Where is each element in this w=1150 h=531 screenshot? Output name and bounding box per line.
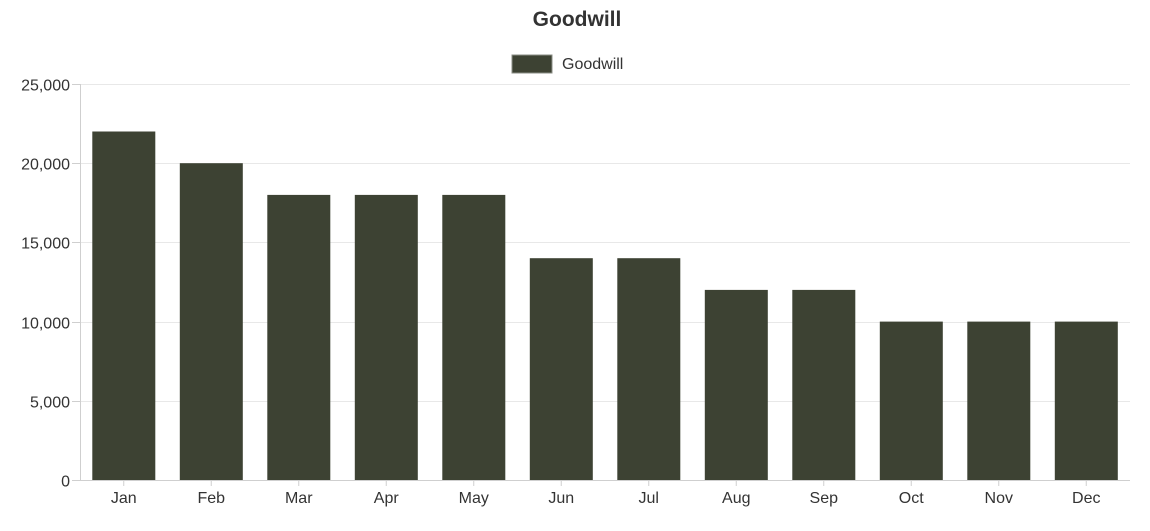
x-tick-label: Oct (899, 490, 924, 507)
y-tick-label: 20,000 (21, 157, 70, 174)
y-tick-label: 5,000 (30, 395, 70, 412)
y-tick-label: 10,000 (21, 316, 70, 333)
bar-sep[interactable] (792, 289, 856, 480)
y-tick-label: 15,000 (21, 236, 70, 253)
bars (92, 131, 1118, 481)
bar-jan[interactable] (92, 131, 156, 481)
chart-title: Goodwill (533, 8, 622, 31)
legend-label: Goodwill (562, 56, 623, 73)
x-tick-label: Aug (722, 490, 750, 507)
x-tick-label: Nov (985, 490, 1013, 507)
x-tick-label: Jul (639, 490, 659, 507)
bar-apr[interactable] (354, 194, 418, 480)
x-tick-label: Jun (548, 490, 574, 507)
bar-jul[interactable] (617, 258, 681, 480)
grid-lines (80, 84, 1130, 402)
y-tick-label: 0 (61, 474, 70, 491)
x-tick-label: Feb (197, 490, 225, 507)
x-axis-labels: Jan Feb Mar Apr May Jun Jul Aug Sep Oct Nov Dec (111, 490, 1101, 507)
x-tick-label: Apr (374, 490, 400, 507)
bar-may[interactable] (442, 194, 506, 480)
bar-jun[interactable] (529, 258, 593, 480)
x-tick-label: Jan (111, 490, 137, 507)
bar-mar[interactable] (267, 194, 331, 480)
legend-swatch (511, 54, 553, 74)
axes (72, 84, 1130, 486)
legend[interactable]: Goodwill (511, 54, 623, 74)
x-tick-label: May (459, 490, 489, 507)
y-tick-label: 25,000 (21, 78, 70, 95)
bar-feb[interactable] (179, 163, 243, 480)
bar-dec[interactable] (1054, 321, 1118, 480)
x-tick-label: Sep (810, 490, 839, 507)
y-axis-labels: 0 5,000 10,000 15,000 20,000 25,000 (21, 78, 70, 491)
bar-nov[interactable] (967, 321, 1031, 480)
x-tick-label: Dec (1072, 490, 1100, 507)
bar-oct[interactable] (879, 321, 943, 480)
bar-aug[interactable] (704, 289, 768, 480)
x-tick-label: Mar (285, 490, 313, 507)
